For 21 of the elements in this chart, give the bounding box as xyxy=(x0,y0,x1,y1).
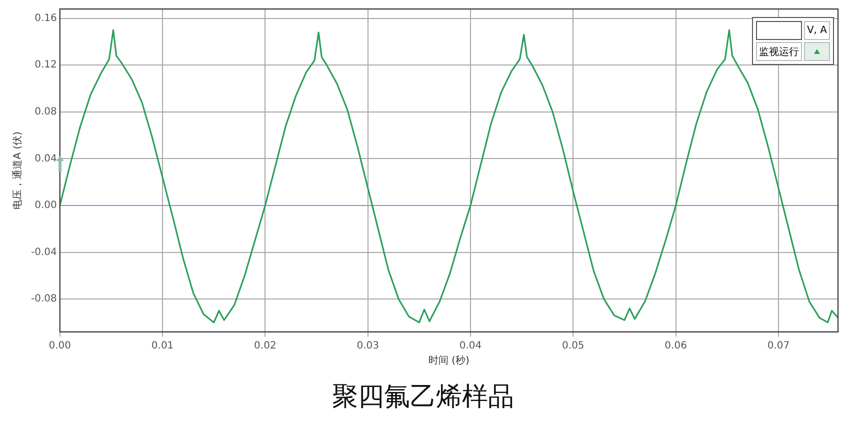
y-tick-label: -0.04 xyxy=(31,246,57,258)
y-tick-label: 0.08 xyxy=(34,106,57,118)
x-tick-label: 0.02 xyxy=(254,340,276,352)
y-tick-label: 0.04 xyxy=(34,153,57,164)
y-axis-title: 电压，通道A (伏) xyxy=(12,131,24,210)
y-tick-label: 0.16 xyxy=(34,12,57,24)
x-tick-label: 0.03 xyxy=(356,340,379,352)
x-tick-label: 0.05 xyxy=(562,340,584,352)
x-tick-label: 0.04 xyxy=(459,340,482,352)
y-tick-label: 0.12 xyxy=(34,60,57,71)
annotation: V, A xyxy=(804,21,830,40)
y-tick-label: -0.08 xyxy=(31,294,57,305)
x-tick-label: 0.00 xyxy=(48,340,72,352)
x-tick-label: 0.07 xyxy=(767,340,790,352)
x-tick-label: 0.06 xyxy=(664,340,687,352)
control-panel: V, A 监视运行 xyxy=(752,17,834,65)
annotation: 监视运行 xyxy=(756,42,802,61)
text: 聚四氟乙烯样品 xyxy=(332,382,514,412)
x-tick-label: 0.01 xyxy=(151,340,174,352)
x-axis-title: 时间 (秒) xyxy=(428,354,470,366)
y-tick-label: 0.00 xyxy=(34,200,57,212)
